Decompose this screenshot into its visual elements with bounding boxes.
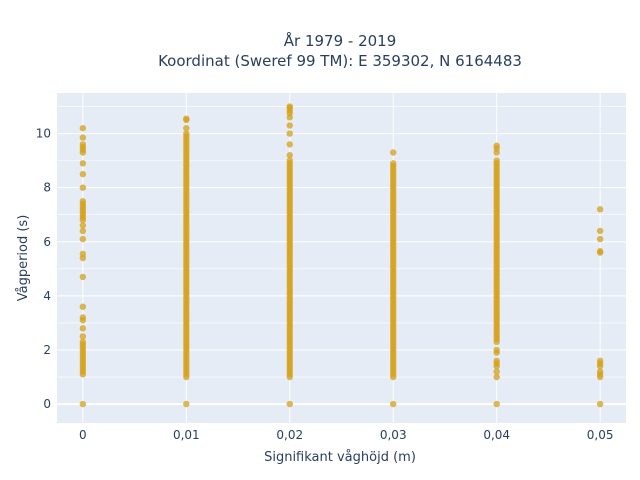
grid-lines [57,93,626,423]
data-point [390,400,397,408]
y-axis-title: Vågperiod (s) [16,215,31,302]
data-point [79,235,87,243]
data-point [286,130,293,137]
y-axis-ticks: 0 2 4 6 8 10 [36,127,51,411]
data-point [286,157,293,164]
x-tick-label: 0,03 [380,428,407,442]
data-point [79,134,87,141]
data-points [79,103,604,408]
x-tick-label: 0 [79,428,87,442]
data-point [79,303,87,310]
plot-area [57,93,626,423]
data-point [596,235,604,243]
data-point [493,368,500,375]
data-point [79,160,87,167]
y-tick-label: 8 [43,181,51,195]
data-point [79,250,87,258]
data-point [596,357,604,364]
data-point [596,400,604,408]
data-point [596,248,604,255]
data-point [493,346,500,354]
data-point [183,130,190,137]
x-tick-label: 0,04 [483,428,510,442]
y-tick-label: 2 [43,343,51,357]
data-point [79,227,87,235]
y-tick-label: 6 [43,235,51,249]
data-point [183,400,190,408]
data-point [286,122,293,129]
data-point [79,222,87,229]
data-point [493,357,500,364]
data-point [79,141,87,148]
data-point [390,149,397,156]
data-point [596,227,604,235]
y-tick-label: 4 [43,289,51,303]
data-point [79,400,87,408]
data-point [286,141,293,148]
data-point [79,197,87,205]
data-point [79,333,87,340]
chart-title-line2: Koordinat (Sweref 99 TM): E 359302, N 61… [158,52,522,70]
data-point [79,170,87,178]
data-point [390,160,397,167]
data-point [79,273,87,281]
data-point [286,152,293,159]
data-point [493,142,500,149]
data-point [183,115,190,122]
data-point [79,314,87,321]
x-tick-label: 0,05 [587,428,614,442]
y-tick-label: 10 [36,127,51,141]
data-point [183,124,190,132]
data-point [493,400,500,408]
y-tick-label: 0 [43,397,51,411]
data-point [79,338,87,346]
data-point [493,157,500,164]
data-point [79,325,87,332]
data-point [493,373,500,381]
data-point [596,206,604,213]
data-point [79,124,87,132]
x-tick-label: 0,02 [276,428,303,442]
data-point [286,400,293,408]
data-point [286,103,293,110]
data-point [596,368,604,375]
x-axis-title: Signifikant våghöjd (m) [264,450,416,465]
x-tick-label: 0,01 [173,428,200,442]
chart-title-line1: År 1979 - 2019 [284,31,397,50]
data-point [79,184,87,191]
x-axis-ticks: 0 0,01 0,02 0,03 0,04 0,05 [79,428,613,442]
